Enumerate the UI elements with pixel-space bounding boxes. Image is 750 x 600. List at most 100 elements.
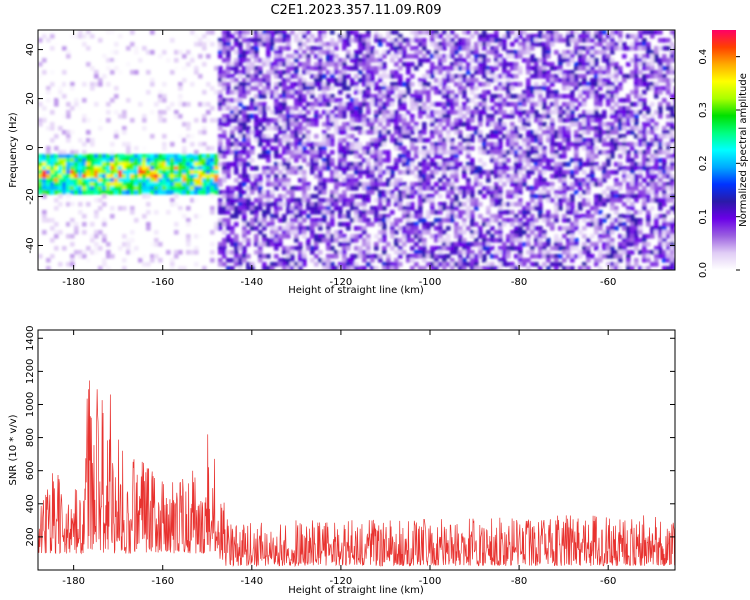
spectrogram-cell [262,194,267,199]
spectrogram-cell [558,198,563,203]
spectrogram-cell [638,78,643,83]
spectrogram-cell [126,242,131,247]
spectrogram-cell [514,162,519,167]
spectrogram-cell [186,102,191,107]
spectrogram-cell [258,242,263,247]
spectrogram-cell [534,138,539,143]
spectrogram-cell [402,154,407,159]
spectrogram-cell [386,114,391,119]
spectrogram-cell [130,154,135,159]
spectrogram-cell [58,178,63,183]
spectrogram-cell [454,98,459,103]
spectrogram-cell [446,206,451,211]
spectrogram-cell [242,150,247,155]
spectrogram-cell [66,222,71,227]
spectrogram-cell [258,190,263,195]
spectrogram-cell [46,166,51,171]
spectrogram-cell [330,194,335,199]
spectrogram-cell [462,246,467,251]
spectrogram-cell [470,114,475,119]
spectrogram-cell [382,86,387,91]
spectrogram-cell [614,178,619,183]
spectrogram-cell [614,78,619,83]
spectrogram-cell [314,38,319,43]
spectrogram-cell [594,246,599,251]
spectrogram-cell [454,222,459,227]
spectrogram-cell [458,122,463,127]
spectrogram-cell [162,170,167,175]
spectrogram-cell [610,82,615,87]
spectrogram-cell [594,166,599,171]
spectrogram-cell [346,246,351,251]
spectrogram-cell [470,146,475,151]
spectrogram-cell [294,114,299,119]
spectrogram-cell [462,78,467,83]
spectrogram-cell [434,66,439,71]
spectrogram-cell [326,198,331,203]
spectrogram-cell [466,122,471,127]
spectrogram-cell [602,30,607,35]
spectrogram-cell [642,162,647,167]
spectrogram-cell [522,262,527,267]
spectrogram-cell [222,58,227,63]
spectrogram-cell [274,106,279,111]
spectrogram-cell [330,86,335,91]
spectrogram-cell [610,250,615,255]
spectrogram-cell [218,258,223,263]
spectrogram-cell [142,262,147,267]
spectrogram-cell [626,130,631,135]
spectrogram-cell [386,154,391,159]
spectrogram-cell [426,166,431,171]
spectrogram-cell [586,66,591,71]
spectrogram-cell [214,162,219,167]
spectrogram-cell [570,122,575,127]
spectrogram-cell [454,198,459,203]
spectrogram-cell [470,166,475,171]
spectrogram-cell [506,62,511,67]
spectrogram-cell [354,66,359,71]
spectrogram-cell [490,130,495,135]
spectrogram-cell [430,74,435,79]
spectrogram-cell [222,230,227,235]
spectrogram-cell [186,122,191,127]
spectrogram-cell [426,230,431,235]
spectrogram-cell [234,194,239,199]
spectrogram-cell [506,50,511,55]
spectrogram-cell [66,174,71,179]
spectrogram-cell [46,98,51,103]
spectrogram-cell [454,194,459,199]
spectrogram-cell [490,186,495,191]
spectrogram-cell [614,210,619,215]
spectrogram-cell [206,158,211,163]
spectrogram-cell [202,162,207,167]
spectrogram-cell [638,54,643,59]
spectrogram-cell [374,118,379,123]
spectrogram-cell [334,62,339,67]
spectrogram-cell [254,214,259,219]
spectrogram-cell [562,38,567,43]
spectrogram-cell [398,34,403,39]
spectrogram-cell [130,190,135,195]
spectrogram-cell [606,230,611,235]
spectrogram-cell [606,102,611,107]
spectrogram-cell [294,54,299,59]
spectrogram-cell [498,74,503,79]
spectrogram-cell [194,174,199,179]
spectrogram-cell [390,170,395,175]
spectrogram-cell [126,186,131,191]
spectrogram-cell [586,50,591,55]
spectrogram-cell [422,198,427,203]
spectrogram-cell [338,162,343,167]
spectrogram-cell [262,218,267,223]
spectrogram-cell [554,162,559,167]
spectrogram-cell [306,54,311,59]
spectrogram-cell [582,162,587,167]
spectrogram-cell [354,114,359,119]
spectrogram-cell [466,98,471,103]
spectrogram-cell [350,58,355,63]
spectrogram-cell [354,266,359,270]
spectrogram-cell [230,150,235,155]
spectrogram-cell [358,38,363,43]
spectrogram-cell [642,106,647,111]
spectrogram-cell [374,182,379,187]
